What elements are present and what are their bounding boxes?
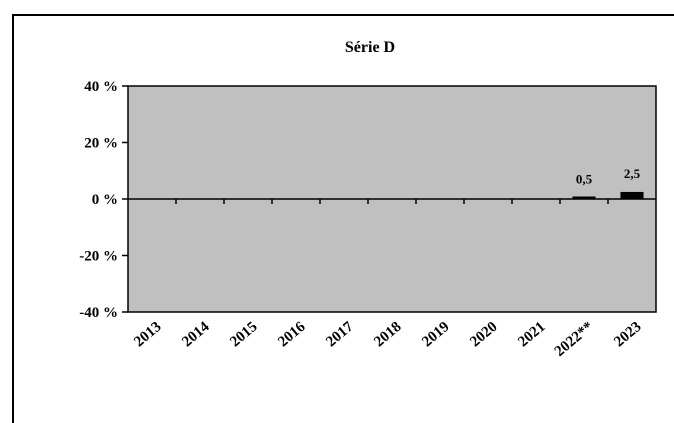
data-label: 0,5 — [576, 172, 593, 187]
x-tick-label: 2021 — [515, 319, 548, 351]
chart-frame — [12, 14, 674, 423]
x-tick-label: 2022** — [552, 319, 597, 360]
y-tick-label: -20 % — [79, 249, 118, 265]
x-tick-label: 2023 — [611, 319, 644, 351]
bar — [620, 191, 644, 199]
x-tick-label: 2020 — [467, 319, 500, 351]
chart-title: Série D — [345, 39, 395, 56]
plot-area: 40 % 20 % 0 % -20 % -40 % 2013 2014 2015 2016 201… — [79, 79, 657, 360]
y-tick-label: 20 % — [84, 136, 118, 152]
y-tick-label: 0 % — [92, 192, 118, 208]
x-tick-label: 2017 — [323, 318, 357, 350]
y-tick-label: -40 % — [79, 305, 118, 321]
x-tick-label: 2014 — [179, 318, 213, 350]
y-tick-label: 40 % — [84, 79, 118, 95]
bar — [572, 196, 596, 199]
x-tick-label: 2013 — [131, 319, 164, 351]
x-tick-label: 2015 — [227, 319, 260, 351]
x-tick-label: 2019 — [419, 319, 452, 351]
data-label: 2,5 — [624, 166, 641, 181]
x-tick-label: 2018 — [371, 319, 404, 351]
x-tick-label: 2016 — [275, 318, 309, 350]
